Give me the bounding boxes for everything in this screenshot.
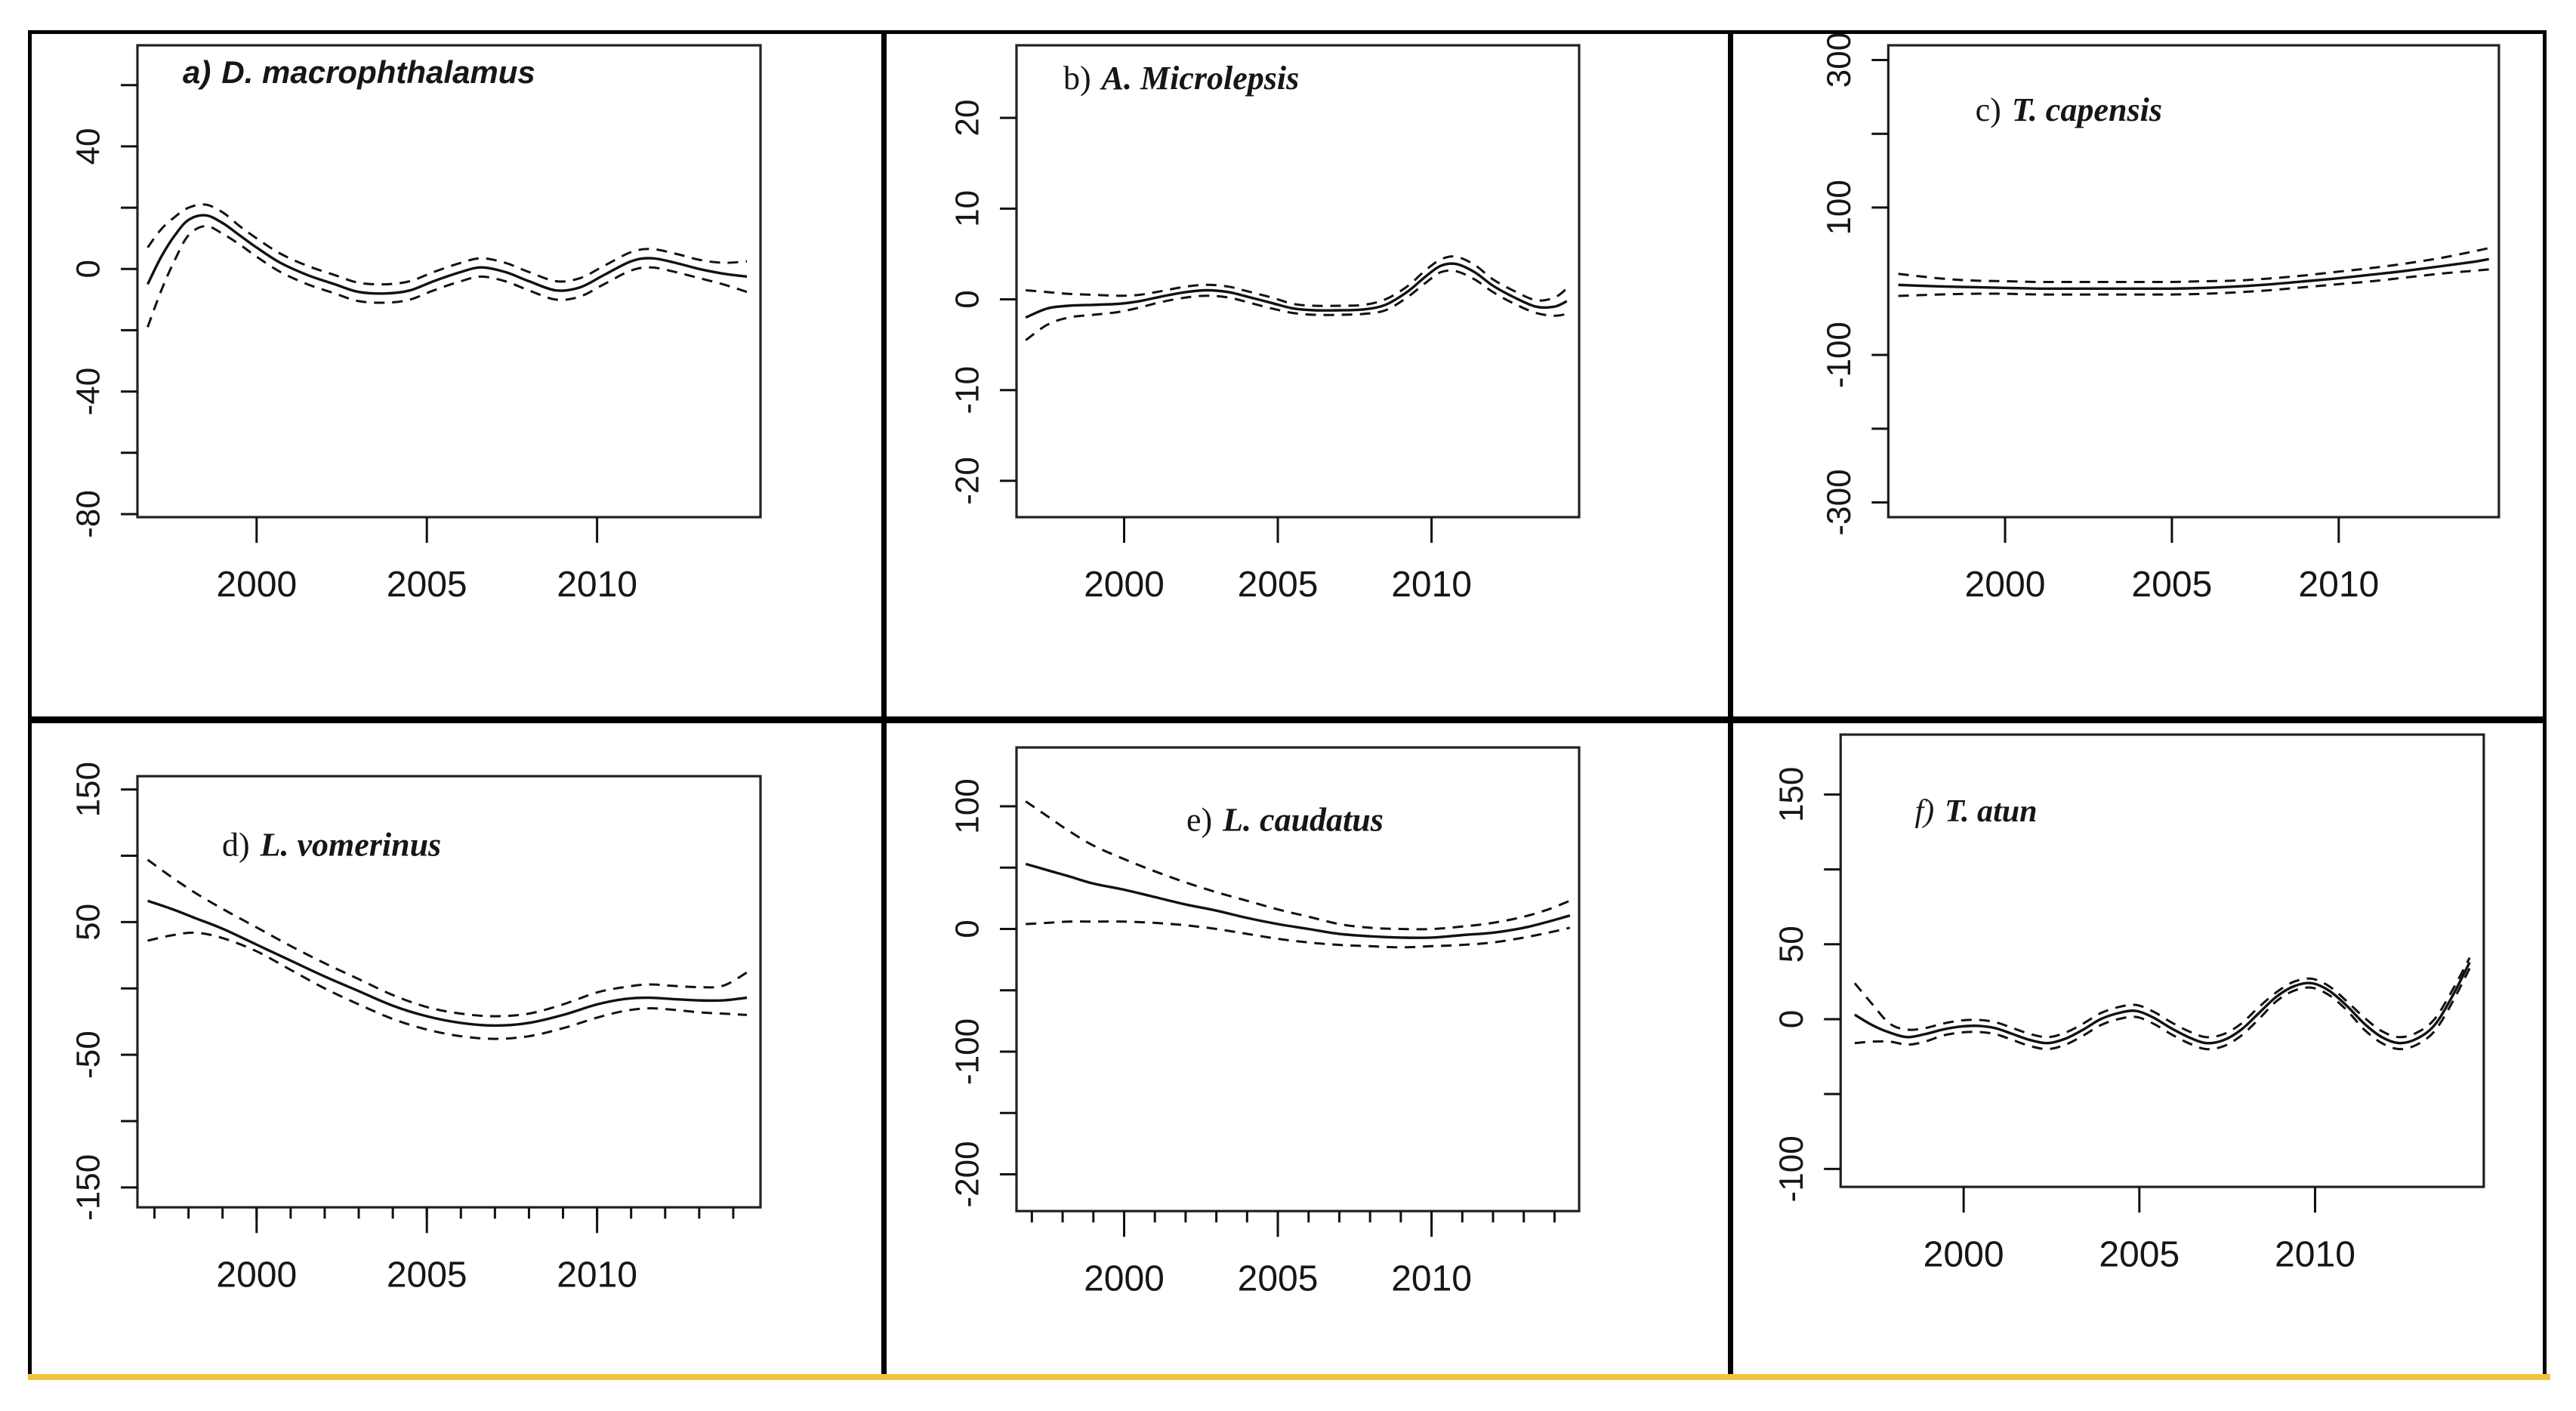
x-tick-label: 2005 — [2131, 565, 2212, 605]
x-tick-label: 2010 — [1391, 565, 1472, 605]
x-tick-label: 2005 — [2099, 1234, 2180, 1274]
curve-upper-ci — [147, 203, 748, 286]
x-tick-label: 2000 — [216, 1255, 297, 1295]
panel-title: a) D. macrophthalamus — [183, 54, 535, 90]
figure-frame: 40 0 -40 -80 2000 2005 2010 a) D. macrophthalamu… — [28, 30, 2547, 1380]
y-tick-label: -100 — [1821, 322, 1858, 388]
panel-a-cell: 40 0 -40 -80 2000 2005 2010 a) D. macrophthalamu… — [32, 34, 887, 723]
bottom-accent-bar — [28, 1374, 2550, 1380]
plot-box — [136, 44, 762, 519]
x-tick-label: 2005 — [387, 1255, 467, 1295]
panel-title-prefix: e) — [1186, 801, 1212, 838]
y-tick-label: 0 — [70, 260, 107, 278]
y-tick-label: -300 — [1821, 469, 1858, 535]
y-tick-label: -20 — [949, 457, 986, 505]
y-tick-label: -100 — [1773, 1135, 1810, 1202]
x-tick-label: 2010 — [557, 565, 637, 605]
y-tick-label: 150 — [70, 762, 107, 818]
curve-smoothed-mean — [1853, 961, 2471, 1045]
panel-e-cell: 100 0 -100 -200 2000 2005 2010 e) L. caudatus — [887, 723, 1733, 1379]
x-tick-label: 2000 — [1965, 565, 2046, 605]
x-tick-label: 2005 — [1238, 565, 1319, 605]
plot-box — [1839, 733, 2485, 1188]
y-tick-label: 20 — [949, 100, 986, 137]
x-tick-label: 2010 — [1391, 1259, 1472, 1299]
y-tick-label: -200 — [949, 1141, 986, 1207]
panel-title: b) A. Microlepsis — [1063, 60, 1299, 97]
panel-title-species: A. Microlepsis — [1100, 60, 1300, 97]
y-tick-label: -100 — [949, 1018, 986, 1085]
panel-f-chart: 150 50 0 -100 2000 2005 2010 f) T. atun — [1773, 733, 2485, 1274]
curve-lower-ci — [1854, 967, 2471, 1051]
panel-title: e) L. caudatus — [1186, 801, 1384, 838]
x-tick-label: 2005 — [1238, 1259, 1319, 1299]
x-tick-label: 2005 — [387, 565, 467, 605]
panel-title-species: T. capensis — [2012, 91, 2162, 128]
x-tick-label: 2000 — [1084, 565, 1165, 605]
curve-smoothed-mean — [1898, 257, 2489, 291]
y-tick-label: -40 — [70, 368, 107, 416]
panel-e-chart: 100 0 -100 -200 2000 2005 2010 e) L. caudatus — [949, 746, 1581, 1299]
curve-lower-ci — [1025, 269, 1567, 341]
curve-upper-ci — [1898, 247, 2489, 284]
plot-box — [1886, 44, 2500, 519]
panel-title: d) L. vomerinus — [222, 826, 441, 863]
y-tick-label: 10 — [949, 190, 986, 227]
panel-d-cell: 150 50 -50 -150 2000 2005 2010 d) L. vomerinus — [32, 723, 887, 1379]
panel-title-species: L. vomerinus — [260, 826, 442, 863]
panel-title: c) T. capensis — [1976, 91, 2162, 128]
x-tick-label: 2000 — [1924, 1234, 2004, 1274]
panel-title-prefix: a) — [183, 54, 211, 90]
x-tick-label: 2010 — [2298, 565, 2379, 605]
y-tick-label: -10 — [949, 366, 986, 414]
panel-title-prefix: d) — [222, 826, 250, 863]
panel-title-prefix: f) — [1914, 794, 1934, 829]
panel-title-species: T. atun — [1945, 794, 2037, 829]
x-tick-label: 2010 — [2275, 1234, 2355, 1274]
x-tick-label: 2010 — [557, 1255, 637, 1295]
y-tick-label: 50 — [1773, 926, 1810, 963]
panel-b-cell: 20 10 0 -10 -20 2000 2005 2010 b) A. Microlepsis — [887, 34, 1733, 723]
y-tick-label: 0 — [949, 290, 986, 308]
curve-upper-ci — [1853, 957, 2471, 1039]
curve-smoothed-mean — [147, 899, 748, 1027]
y-tick-label: 0 — [1773, 1010, 1810, 1029]
panel-d-chart: 150 50 -50 -150 2000 2005 2010 d) L. vomerinus — [70, 762, 762, 1295]
y-tick-label: 300 — [1821, 34, 1858, 88]
panel-title-prefix: b) — [1063, 60, 1091, 97]
y-tick-label: -80 — [70, 490, 107, 538]
plot-box — [136, 775, 762, 1209]
panel-title-prefix: c) — [1976, 91, 2001, 128]
y-tick-label: 0 — [949, 920, 986, 938]
curve-smoothed-mean — [1025, 862, 1571, 939]
y-tick-label: 150 — [1773, 767, 1810, 823]
curve-upper-ci — [1025, 800, 1571, 931]
panel-title: f) T. atun — [1914, 794, 2037, 829]
curve-upper-ci — [147, 858, 748, 1018]
panel-c-chart: 300 100 -100 -300 2000 2005 2010 c) T. capensis — [1821, 34, 2500, 605]
curve-smoothed-mean — [1025, 262, 1568, 319]
y-tick-label: -150 — [70, 1154, 107, 1221]
y-tick-label: 50 — [70, 904, 107, 941]
panel-a-chart: 40 0 -40 -80 2000 2005 2010 a) D. macrophthalamu… — [70, 44, 762, 605]
panel-f-cell: 150 50 0 -100 2000 2005 2010 f) T. atun — [1733, 723, 2543, 1379]
curve-smoothed-mean — [146, 214, 748, 295]
curve-upper-ci — [1026, 255, 1568, 307]
y-tick-label: -50 — [70, 1031, 107, 1079]
y-tick-label: 40 — [70, 128, 107, 165]
curve-lower-ci — [1898, 268, 2489, 297]
x-tick-label: 2000 — [1084, 1259, 1165, 1299]
plot-box — [1015, 746, 1581, 1212]
plot-box — [1015, 44, 1581, 519]
y-tick-label: 100 — [949, 778, 986, 834]
x-tick-label: 2000 — [216, 565, 297, 605]
panel-c-cell: 300 100 -100 -300 2000 2005 2010 c) T. capensis — [1733, 34, 2543, 723]
curve-lower-ci — [147, 224, 748, 328]
y-tick-label: 100 — [1821, 180, 1858, 235]
panel-title-species: D. macrophthalamus — [221, 54, 535, 90]
curve-lower-ci — [147, 931, 748, 1040]
panel-title-species: L. caudatus — [1222, 801, 1384, 838]
